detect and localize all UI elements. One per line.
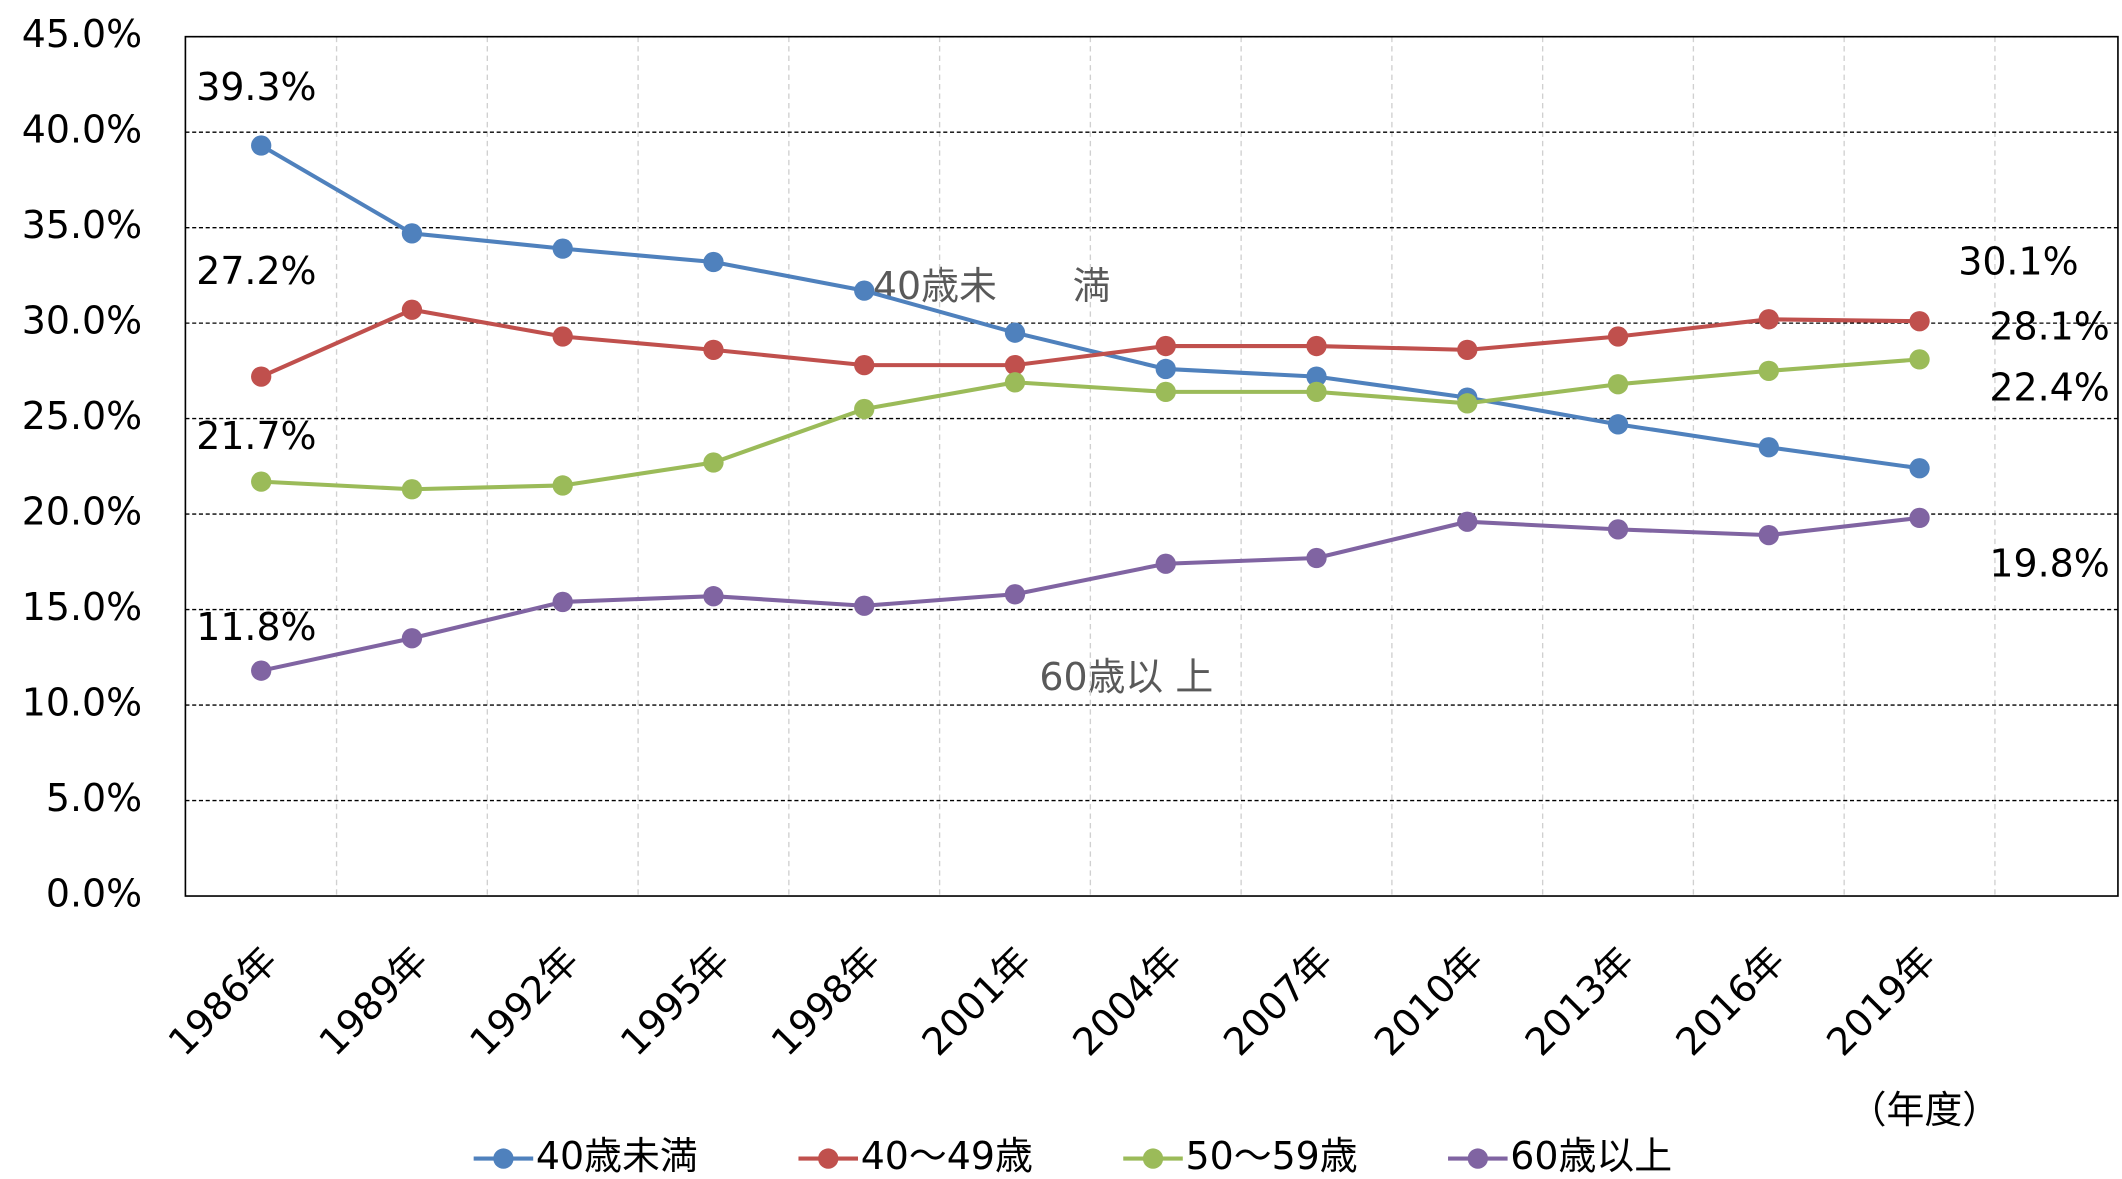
marker [401,628,423,649]
marker [552,238,573,259]
marker [1607,374,1629,395]
marker [1004,322,1026,343]
marker [552,475,573,496]
y-tick-label: 35.0% [22,203,142,247]
data-label: 30.1% [1958,240,2078,284]
legend: 40歳未満 40～49歳 50～59歳 60歳以上 [473,1134,1672,1178]
marker [251,660,272,681]
data-label: 28.1% [1989,304,2109,348]
data-label: 27.2% [196,249,316,293]
series-line [260,307,1920,379]
marker [1004,354,1026,376]
marker [1457,393,1478,414]
annotation: 40歳未 満 [873,264,1111,308]
marker [1607,519,1629,540]
marker [251,471,272,492]
x-axis-label: （年度） [1849,1088,2001,1132]
data-label: 11.8% [196,605,316,649]
marker [854,595,875,616]
marker [401,299,423,320]
marker [854,354,875,376]
marker [1909,507,1930,529]
data-label: 22.4% [1989,365,2109,409]
marker [401,479,423,500]
marker [703,586,724,607]
legend-marker [493,1148,514,1169]
y-tick-label: 5.0% [46,776,142,820]
marker [1758,437,1779,458]
marker [1155,335,1176,357]
marker [1758,309,1779,330]
legend-label: 40歳未満 [536,1134,698,1178]
data-label: 39.3% [196,65,316,109]
series-line [261,357,1920,492]
plot-frame [184,35,2119,897]
legend-label: 60歳以上 [1510,1134,1672,1178]
y-tick-label: 25.0% [22,394,142,438]
marker [1306,366,1327,387]
marker [1457,511,1478,532]
marker [1306,335,1327,357]
data-label: 21.7% [196,414,316,458]
marker [1155,358,1176,380]
series-line [260,143,1920,471]
marker [703,452,724,473]
marker [1909,311,1930,332]
y-tick-label: 45.0% [22,12,142,56]
marker [1909,458,1930,479]
marker [1758,360,1779,382]
data-label: 19.8% [1989,541,2109,585]
marker [1758,524,1779,546]
marker [1306,381,1327,403]
marker [251,135,272,156]
y-tick-label: 20.0% [22,490,142,534]
marker [703,251,724,273]
series-line [260,515,1920,673]
y-tick-label: 10.0% [22,681,142,725]
legend-marker [1467,1148,1488,1169]
marker [854,280,875,301]
y-tick-label: 15.0% [22,585,142,629]
annotation: 60歳以 上 [1039,655,1213,699]
legend-label: 50～59歳 [1186,1134,1358,1178]
marker [251,366,272,387]
marker [1155,553,1176,574]
legend-marker [1142,1148,1164,1169]
marker [1607,414,1629,435]
marker [1306,547,1327,569]
legend-label: 40～49歳 [861,1134,1033,1178]
marker [1909,349,1930,370]
marker [1004,584,1026,605]
y-tick-label: 0.0% [46,872,142,916]
legend-marker [818,1148,839,1169]
marker [854,398,875,420]
marker [552,326,573,347]
marker [552,591,573,613]
y-tick-label: 40.0% [22,108,142,152]
marker [1457,339,1478,361]
marker [401,223,423,244]
marker [1004,372,1026,393]
marker [1155,381,1176,403]
marker [703,339,724,361]
y-tick-label: 30.0% [22,299,142,343]
marker [1607,326,1629,347]
